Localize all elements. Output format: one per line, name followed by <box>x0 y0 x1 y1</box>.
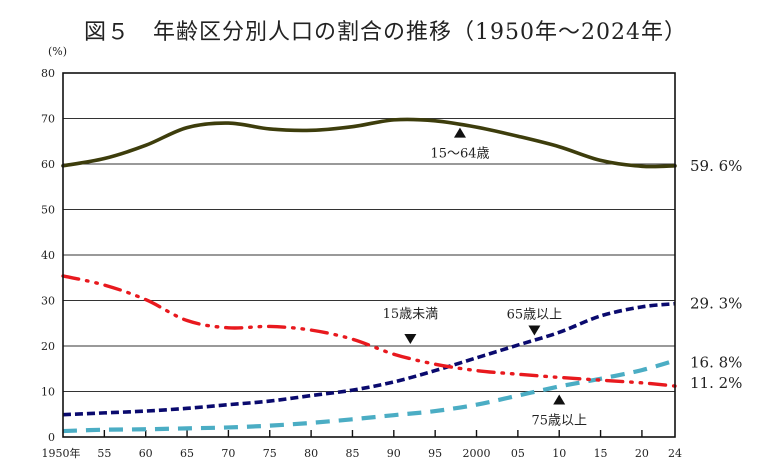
series-line-age75plus <box>62 358 676 434</box>
y-axis-unit-label: (%) <box>48 45 67 58</box>
series-line-age15to64 <box>61 117 677 169</box>
annotation-label-age75plus: 75歳以上 <box>531 414 587 429</box>
y-tick-label-80: 80 <box>41 67 55 80</box>
x-tick-label-2024: 24 <box>668 447 682 460</box>
end-label-age15to64: 59. 6% <box>690 157 742 175</box>
plot-area-frame <box>62 72 676 438</box>
annotations: 15～64歳 15歳未満 65歳以上 75歳以上 <box>383 127 587 429</box>
series-line-age65plus <box>62 301 676 417</box>
annotation-label-age65plus: 65歳以上 <box>507 308 563 323</box>
x-tick-label-1950: 1950年 <box>42 446 81 460</box>
gridlines <box>63 72 675 438</box>
x-tick-label-1955: 55 <box>97 447 111 460</box>
x-axis-tick-labels: 1950年 55 60 65 70 75 80 85 90 95 2000 05 10 15 20 24 <box>42 446 683 460</box>
y-tick-label-30: 30 <box>41 295 55 308</box>
x-tick-label-1970: 70 <box>221 447 235 460</box>
x-tick-label-1990: 90 <box>387 447 401 460</box>
series-line-under15 <box>61 274 677 388</box>
annotation-label-age15to64: 15～64歳 <box>430 147 489 162</box>
end-label-under15: 11. 2% <box>690 374 742 392</box>
chart-title: 図５ 年齢区分別人口の割合の推移（1950年～2024年） <box>84 20 687 45</box>
y-tick-label-60: 60 <box>41 158 55 171</box>
x-tick-label-1980: 80 <box>304 447 318 460</box>
end-label-age65plus: 29. 3% <box>690 295 742 313</box>
annotation-marker-age15to64 <box>453 127 466 138</box>
x-tick-label-1975: 75 <box>263 447 277 460</box>
x-tick-label-1965: 65 <box>180 447 194 460</box>
x-axis-tick-marks <box>103 430 643 437</box>
x-tick-label-2005: 05 <box>511 447 525 460</box>
y-tick-label-0: 0 <box>48 431 55 444</box>
end-label-age75plus: 16. 8% <box>690 354 742 372</box>
series-lines <box>61 117 677 434</box>
y-tick-label-20: 20 <box>41 340 55 353</box>
x-tick-label-1960: 60 <box>139 447 153 460</box>
x-tick-label-2000: 2000 <box>463 447 491 460</box>
y-tick-label-50: 50 <box>41 204 55 217</box>
y-tick-label-10: 10 <box>41 386 55 399</box>
annotation-marker-age75plus <box>553 394 566 405</box>
end-value-labels: 59. 6% 11. 2% 29. 3% 16. 8% <box>690 157 742 392</box>
x-tick-label-2010: 10 <box>552 447 566 460</box>
y-axis-tick-labels: 0 10 20 30 40 50 60 70 80 <box>41 67 55 444</box>
x-tick-label-2015: 15 <box>594 447 608 460</box>
annotation-label-under15: 15歳未満 <box>383 307 439 322</box>
y-tick-label-40: 40 <box>41 249 55 262</box>
x-tick-label-1985: 85 <box>345 447 359 460</box>
x-tick-label-2020: 20 <box>635 447 649 460</box>
annotation-marker-under15 <box>404 334 417 344</box>
annotation-marker-age65plus <box>528 325 541 336</box>
x-tick-label-1995: 95 <box>428 447 442 460</box>
y-tick-label-70: 70 <box>41 113 55 126</box>
